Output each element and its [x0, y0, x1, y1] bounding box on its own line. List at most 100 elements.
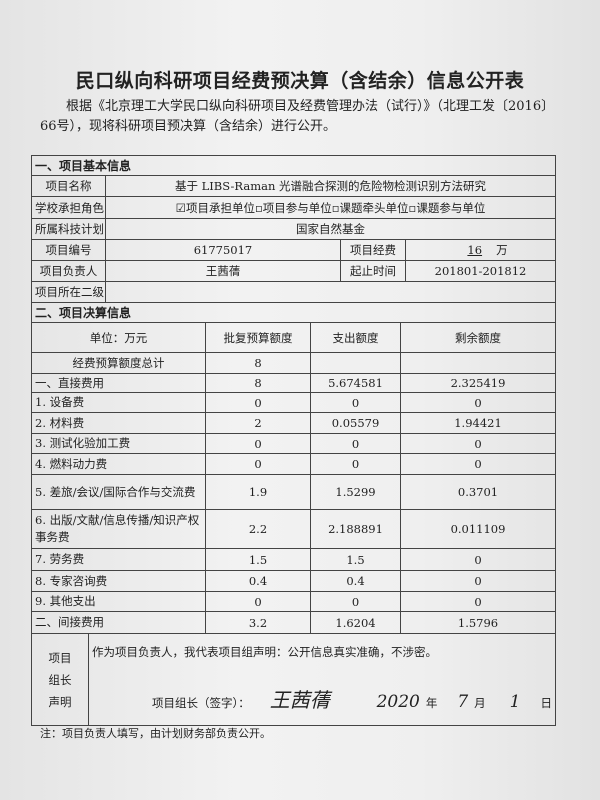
budget-item-label: 6. 出版/文献/信息传播/知识产权事务费 — [31, 509, 206, 549]
budget-item-label: 9. 其他支出 — [31, 591, 206, 612]
statement-table: 项目组长声明 作为项目负责人，我代表项目组声明：公开信息真实准确，不涉密。 项目… — [31, 633, 556, 726]
funds-unit: 万 — [496, 243, 508, 257]
budget-row: 6. 出版/文献/信息传播/知识产权事务费 2.2 2.188891 0.011109 — [31, 509, 556, 549]
intro-paragraph: 根据《北京理工大学民口纵向科研项目及经费管理办法（试行）》（北理工发〔2016〕… — [40, 99, 555, 134]
expenditure: 0.4 — [310, 570, 401, 592]
expenditure: 0 — [310, 433, 401, 454]
remaining: 0 — [400, 392, 556, 413]
budget-row: 8. 专家咨询费 0.4 0.4 0 — [31, 570, 556, 592]
section-budget: 二、项目决算信息 — [31, 302, 556, 323]
year-unit: 年 — [425, 696, 438, 710]
project-name: 基于 LIBS-Raman 光谱融合探测的危险物检测识别方法研究 — [105, 175, 556, 197]
expenditure: 1.5299 — [310, 474, 401, 510]
budget-item-label: 5. 差旅/会议/国际合作与交流费 — [31, 474, 206, 510]
budget-row: 二、间接费用 3.2 1.6204 1.5796 — [31, 611, 556, 634]
number-label: 项目编号 — [31, 239, 106, 261]
name-label: 项目名称 — [31, 175, 106, 197]
dept-label: 项目所在二级 — [31, 281, 106, 303]
approved-budget: 0 — [205, 453, 311, 475]
remaining: 0 — [400, 548, 556, 571]
budget-item-label: 4. 燃料动力费 — [31, 453, 206, 475]
sign-month: 7 — [457, 692, 469, 712]
section-basic-info: 一、项目基本信息 — [31, 155, 556, 176]
expenditure: 2.188891 — [310, 509, 401, 549]
day-unit: 日 — [540, 696, 553, 710]
remaining: 2.325419 — [400, 373, 556, 393]
project-period: 201801-201812 — [405, 260, 556, 282]
project-funds: 16 万 — [405, 239, 556, 261]
budget-table: 二、项目决算信息 单位：万元 批复预算额度 支出额度 剩余额度 经费预算额度总计 8 一、直… — [31, 302, 556, 634]
budget-row: 2. 材料费 2 0.05579 1.94421 — [31, 412, 556, 434]
expenditure: 0 — [310, 392, 401, 413]
approved-budget: 1.9 — [205, 474, 311, 510]
leader-label: 项目负责人 — [31, 260, 106, 282]
sign-day: 1 — [509, 692, 521, 712]
sign-label: 项目组长（签字）： — [152, 696, 250, 710]
expenditure: 0.05579 — [310, 412, 401, 434]
column-header: 批复预算额度 — [205, 322, 311, 353]
column-header: 单位：万元 — [31, 322, 206, 353]
page-title: 民口纵向科研项目经费预决算（含结余）信息公开表 — [75, 70, 525, 92]
budget-item-label: 3. 测试化验加工费 — [31, 433, 206, 454]
budget-item-label: 二、间接费用 — [31, 611, 206, 634]
remaining: 0.011109 — [400, 509, 556, 549]
remaining: 1.5796 — [400, 611, 556, 634]
approved-budget: 0 — [205, 433, 311, 454]
approved-budget: 0 — [205, 392, 311, 413]
school-role: ☑项目承担单位▫项目参与单位▫课题牵头单位▫课题参与单位 — [105, 196, 556, 219]
budget-row: 4. 燃料动力费 0 0 0 — [31, 453, 556, 475]
remaining: 0 — [400, 433, 556, 454]
budget-row: 5. 差旅/会议/国际合作与交流费 1.9 1.5299 0.3701 — [31, 474, 556, 510]
funds-label: 项目经费 — [340, 239, 406, 261]
approved-budget: 1.5 — [205, 548, 311, 571]
plan-label: 所属科技计划 — [31, 218, 106, 240]
project-leader: 王茜蒨 — [105, 260, 341, 282]
sign-year: 2020 — [376, 692, 420, 712]
budget-item-label: 8. 专家咨询费 — [31, 570, 206, 592]
statement-label: 项目组长声明 — [31, 633, 89, 726]
budget-item-label: 1. 设备费 — [31, 392, 206, 413]
science-plan: 国家自然基金 — [105, 218, 556, 240]
remaining: 0 — [400, 570, 556, 592]
month-unit: 月 — [474, 696, 486, 710]
approved-budget: 0 — [205, 591, 311, 612]
approved-budget: 8 — [205, 373, 311, 393]
approved-budget: 3.2 — [205, 611, 311, 634]
approved-budget: 2.2 — [205, 509, 311, 549]
approved-budget: 2 — [205, 412, 311, 434]
project-number: 61775017 — [105, 239, 341, 261]
basic-info-table: 一、项目基本信息 项目名称 基于 LIBS-Raman 光谱融合探测的危险物检测识… — [31, 155, 556, 303]
department — [105, 281, 556, 303]
remaining — [400, 352, 556, 374]
remaining: 0.3701 — [400, 474, 556, 510]
budget-header-row: 单位：万元 批复预算额度 支出额度 剩余额度 — [31, 322, 556, 353]
expenditure — [310, 352, 401, 374]
budget-row: 3. 测试化验加工费 0 0 0 — [31, 433, 556, 454]
remaining: 0 — [400, 453, 556, 475]
budget-row: 经费预算额度总计 8 — [31, 352, 556, 374]
budget-item-label: 一、直接费用 — [31, 373, 206, 393]
expenditure: 5.674581 — [310, 373, 401, 393]
remaining: 1.94421 — [400, 412, 556, 434]
expenditure: 1.6204 — [310, 611, 401, 634]
expenditure: 1.5 — [310, 548, 401, 571]
column-header: 支出额度 — [310, 322, 401, 353]
approved-budget: 8 — [205, 352, 311, 374]
signature: 王茜蒨 — [269, 688, 330, 712]
budget-row: 9. 其他支出 0 0 0 — [31, 591, 556, 612]
budget-item-label: 经费预算额度总计 — [31, 352, 206, 374]
budget-item-label: 2. 材料费 — [31, 412, 206, 434]
budget-row: 1. 设备费 0 0 0 — [31, 392, 556, 413]
period-label: 起止时间 — [340, 260, 406, 282]
role-label: 学校承担角色 — [31, 196, 106, 219]
footnote: 注：项目负责人填写，由计划财务部负责公开。 — [40, 727, 271, 740]
approved-budget: 0.4 — [205, 570, 311, 592]
budget-item-label: 7. 劳务费 — [31, 548, 206, 571]
expenditure: 0 — [310, 453, 401, 475]
budget-row: 一、直接费用 8 5.674581 2.325419 — [31, 373, 556, 393]
column-header: 剩余额度 — [400, 322, 556, 353]
statement-text: 作为项目负责人，我代表项目组声明：公开信息真实准确，不涉密。 — [92, 645, 437, 659]
expenditure: 0 — [310, 591, 401, 612]
funds-value: 16 — [467, 243, 483, 257]
budget-row: 7. 劳务费 1.5 1.5 0 — [31, 548, 556, 571]
